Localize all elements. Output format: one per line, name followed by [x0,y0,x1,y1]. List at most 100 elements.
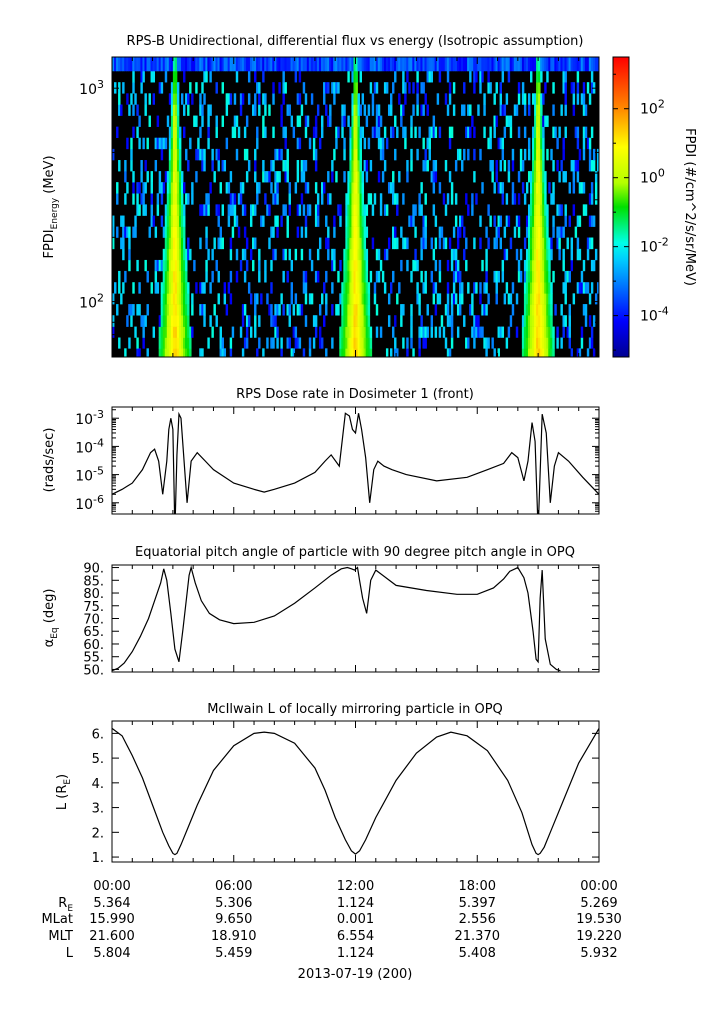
spectrogram-cell [548,237,551,250]
spectrogram-cell [262,70,265,83]
spectrogram-cell [172,337,176,349]
spectrogram-cell [162,348,166,357]
spectrogram-cell [227,182,231,194]
spectrogram-cell [456,237,460,250]
spectrogram-cell [178,348,182,357]
spectrogram-cell [487,137,490,150]
spectrogram-cell [385,82,389,94]
spectrogram-cell [513,57,517,72]
spectrogram-cell [542,270,545,283]
spectrogram-cell [394,148,397,161]
spectrogram-cell [284,82,287,94]
spectrogram-cell [351,93,354,105]
spectrogram-cell [180,171,184,183]
spectrogram-cell [357,204,360,216]
spectrogram-cell [548,315,551,327]
spectrogram-cell [536,270,539,283]
spectrogram-cell [205,237,208,250]
spectrogram-cell [178,160,182,172]
spectrogram-cell [582,282,586,294]
spectrogram-cell [369,82,373,94]
spectrogram-cell [359,148,362,161]
spectrogram-cell [530,204,533,216]
spectrogram-cell [256,193,259,205]
spectrogram-cell [347,193,350,205]
spectrogram-cell [321,126,324,139]
spectrogram-cell [282,160,285,172]
spectrogram-cell [176,270,180,283]
spectrogram-cell [286,148,289,161]
spectrogram-cell [276,215,279,227]
spectrogram-cell [392,57,395,72]
spectrogram-cell [596,148,599,161]
spectrogram-cell [178,304,182,316]
spectrogram-cell [164,215,168,227]
spectrogram-cell [201,160,204,172]
spectrogram-cell [538,204,541,216]
spectrogram-cell [369,193,373,205]
spectrogram-cell [298,137,302,150]
spectrogram-cell [152,70,156,83]
spectrogram-cell [509,293,513,305]
spectrogram-cell [351,326,354,338]
spectrogram-cell [306,182,310,194]
spectrogram-cell [536,348,539,357]
spectrogram-cell [172,326,176,338]
spectrogram-cell [351,182,354,194]
spectrogram-cell [371,126,375,139]
spectrogram-cell [347,259,350,272]
spectrogram-cell [570,57,574,72]
spectrogram-cell [247,93,251,105]
spectrogram-cell [387,315,391,327]
spectrogram-cell [154,226,158,238]
spectrogram-cell [365,315,369,327]
spectrogram-cell [201,348,204,357]
spectrogram-cell [434,282,438,294]
spectrogram-cell [268,304,271,316]
spectrogram-cell [284,204,287,216]
spectrogram-cell [552,193,555,205]
spectrogram-cell [229,248,233,261]
spectrogram-cell [347,315,350,327]
spectrogram-cell [185,259,188,272]
spectrogram-cell [359,160,362,172]
spectrogram-cell [426,304,429,316]
ephemeris-value: 5.459 [215,946,252,961]
spectrogram-cell [189,337,192,349]
spectrogram-cell [353,226,356,238]
spectrogram-cell [432,293,436,305]
spectrogram-cell [176,293,180,305]
spectrogram-cell [534,215,537,227]
spectrogram-cell [128,304,131,316]
spectrogram-cell [312,126,316,139]
spectrogram-cell [515,215,519,227]
spectrogram-cell [258,337,261,349]
spectrogram-cell [392,182,395,194]
spectrogram-cell [174,215,178,227]
spectrogram-cell [185,93,188,105]
spectrogram-cell [363,293,367,305]
spectrogram-cell [122,226,125,238]
spectrogram-cell [316,57,320,72]
spectrogram-cell [327,171,330,183]
spectrogram-cell [172,193,176,205]
spectrogram-cell [219,337,222,349]
spectrogram-cell [367,348,371,357]
spectrogram-cell [266,293,269,305]
spectrogram-cell [546,226,549,238]
spectrogram-cell [509,315,513,327]
spectrogram-cell [282,82,285,94]
spectrogram-cell [296,115,300,127]
spectrogram-cell [534,270,537,283]
spectrogram-cell [337,126,340,139]
spectrogram-cell [156,137,160,150]
spectrogram-cell [126,182,129,194]
spectrogram-cell [552,326,555,338]
spectrogram-cell [371,237,375,250]
spectrogram-cell [282,70,285,83]
spectrogram-cell [292,326,296,338]
spectrogram-cell [357,126,360,139]
spectrogram-cell [377,248,381,261]
spectrogram-cell [237,126,241,139]
spectrogram-cell [294,248,298,261]
